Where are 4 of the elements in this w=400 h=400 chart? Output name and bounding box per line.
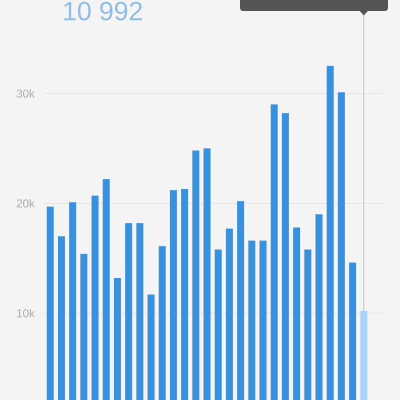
y-tick-label: 10k [17,308,35,318]
y-tick-label: 20k [16,199,35,208]
y-tick-label: 30k [16,89,35,98]
chart-title: 10 992 [64,2,142,20]
